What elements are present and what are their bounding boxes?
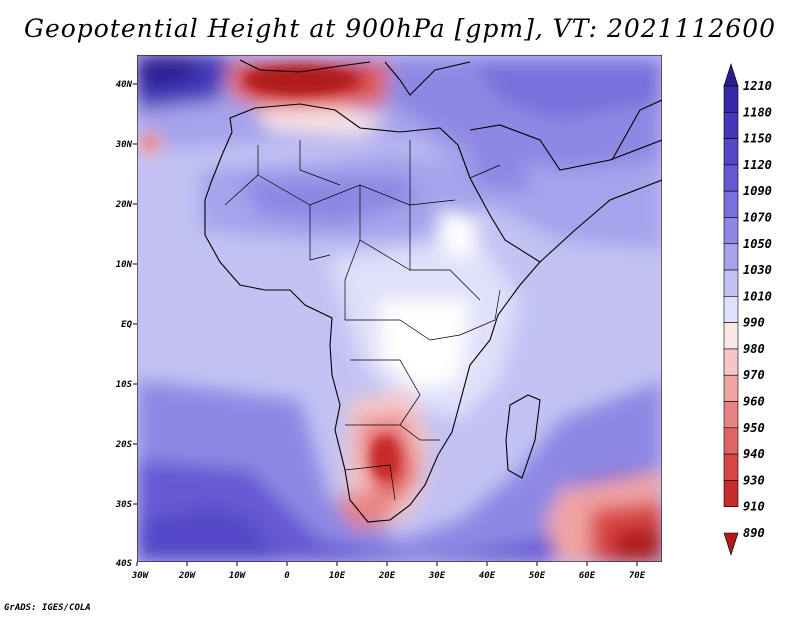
lat-label: EQ (121, 320, 132, 330)
colorbar-label: 890 (743, 526, 765, 540)
lat-label: 20S (115, 440, 133, 450)
coastlines (204, 59, 662, 523)
colorbar-label: 940 (743, 447, 765, 461)
grads-credit: GrADS: IGES/COLA (4, 603, 91, 613)
colorbar-swatch (723, 85, 739, 113)
lon-label: 30E (428, 571, 446, 581)
lon-label: 20W (178, 571, 197, 581)
map-panel (137, 55, 662, 562)
colorbar-label: 1210 (743, 79, 772, 93)
lon-label: 30W (131, 571, 150, 581)
colorbar-swatch (723, 532, 739, 556)
colorbar: 1210 1180 1150 1120 1090 1070 1050 1030 1010 990 9… (723, 63, 772, 556)
colorbar-swatch (723, 348, 739, 376)
colorbar-swatch (723, 401, 739, 429)
lat-label: 10N (116, 260, 133, 270)
colorbar-swatches (723, 63, 739, 556)
colorbar-label: 910 (743, 500, 765, 514)
colorbar-label: 950 (743, 421, 765, 435)
colorbar-label: 930 (743, 473, 765, 487)
lat-label: 40N (116, 80, 133, 90)
lon-label: 40E (479, 571, 496, 581)
colorbar-swatch (723, 480, 739, 508)
lon-label: 50E (529, 571, 546, 581)
colorbar-label: 1010 (743, 289, 772, 303)
map-title: Geopotential Height at 900hPa [gpm], VT:… (23, 14, 777, 43)
colorbar-swatch (723, 296, 739, 323)
colorbar-label: 1070 (743, 210, 772, 224)
lon-label: 60E (579, 571, 596, 581)
map-axes: 30W 20W 10W 0 10E 20E 30E 40E 50E 60E 70… (115, 80, 646, 581)
colorbar-swatch (723, 322, 739, 350)
colorbar-swatch (723, 453, 739, 481)
colorbar-label: 1030 (743, 263, 772, 277)
lon-label: 0 (284, 571, 290, 581)
colorbar-swatch (723, 111, 739, 139)
colorbar-swatch (723, 243, 739, 271)
colorbar-swatch (723, 138, 739, 166)
lat-label: 30S (115, 500, 133, 510)
country-borders (224, 140, 501, 501)
colorbar-label: 1120 (743, 158, 772, 172)
colorbar-labels: 1210 1180 1150 1120 1090 1070 1050 1030 1010 990 9… (743, 79, 772, 540)
lat-label: 20N (115, 200, 133, 210)
colorbar-label: 1180 (743, 105, 772, 119)
colorbar-swatch (723, 269, 739, 297)
colorbar-label: 1050 (743, 237, 772, 251)
colorbar-label: 1150 (743, 132, 772, 146)
colorbar-label: 970 (743, 368, 765, 382)
colorbar-swatch (723, 164, 739, 192)
lon-label: 10W (229, 571, 247, 581)
colorbar-swatch (723, 63, 739, 87)
lat-label: 40S (116, 559, 133, 569)
colorbar-label: 980 (743, 342, 765, 356)
lat-label: 30N (115, 140, 133, 150)
colorbar-label: 990 (743, 316, 765, 330)
lat-label: 10S (116, 380, 133, 390)
lon-label: 20E (378, 571, 396, 581)
lon-label: 10E (329, 571, 346, 581)
lon-label: 70E (629, 571, 646, 581)
colorbar-swatch (723, 217, 739, 245)
colorbar-label: 1090 (743, 184, 772, 198)
colorbar-swatch (723, 427, 739, 455)
colorbar-swatch (723, 190, 739, 218)
colorbar-swatch (723, 374, 739, 402)
colorbar-label: 960 (743, 395, 765, 409)
